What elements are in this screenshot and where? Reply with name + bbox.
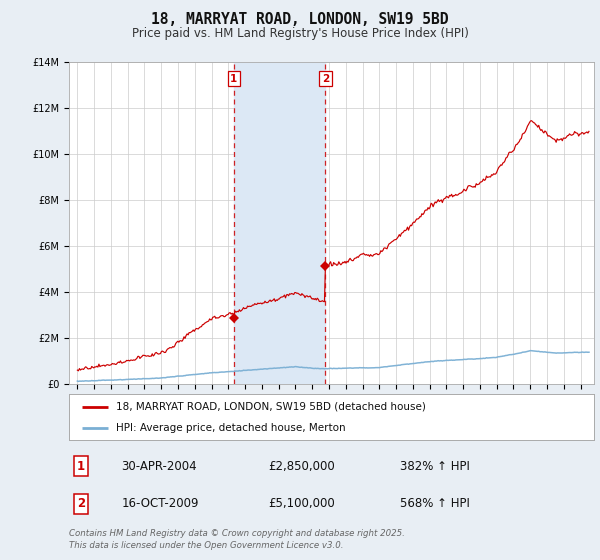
Text: £5,100,000: £5,100,000 bbox=[269, 497, 335, 511]
Text: 568% ↑ HPI: 568% ↑ HPI bbox=[400, 497, 470, 511]
Text: Price paid vs. HM Land Registry's House Price Index (HPI): Price paid vs. HM Land Registry's House … bbox=[131, 27, 469, 40]
Text: 1: 1 bbox=[230, 74, 238, 84]
Text: Contains HM Land Registry data © Crown copyright and database right 2025.
This d: Contains HM Land Registry data © Crown c… bbox=[69, 529, 405, 550]
Text: 2: 2 bbox=[77, 497, 85, 511]
Text: 382% ↑ HPI: 382% ↑ HPI bbox=[400, 460, 470, 473]
Text: 18, MARRYAT ROAD, LONDON, SW19 5BD (detached house): 18, MARRYAT ROAD, LONDON, SW19 5BD (deta… bbox=[116, 402, 426, 412]
Text: 1: 1 bbox=[77, 460, 85, 473]
Text: 2: 2 bbox=[322, 74, 329, 84]
Text: 16-OCT-2009: 16-OCT-2009 bbox=[121, 497, 199, 511]
Text: HPI: Average price, detached house, Merton: HPI: Average price, detached house, Mert… bbox=[116, 423, 346, 433]
Text: 30-APR-2004: 30-APR-2004 bbox=[121, 460, 197, 473]
Bar bbox=[234, 62, 325, 384]
Text: 18, MARRYAT ROAD, LONDON, SW19 5BD: 18, MARRYAT ROAD, LONDON, SW19 5BD bbox=[151, 12, 449, 27]
Text: £2,850,000: £2,850,000 bbox=[269, 460, 335, 473]
